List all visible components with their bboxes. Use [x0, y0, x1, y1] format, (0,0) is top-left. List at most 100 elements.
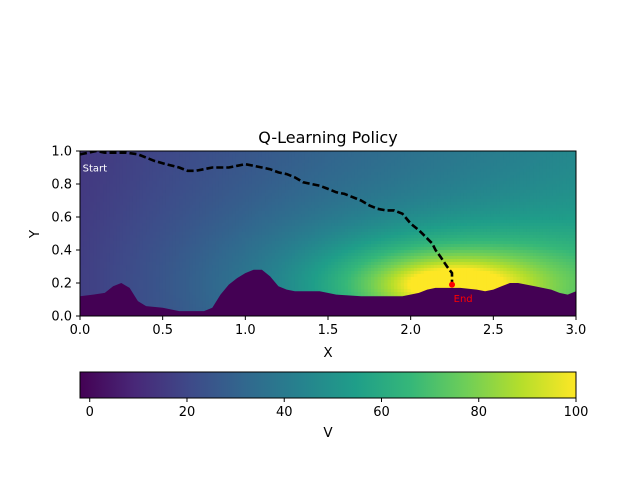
heatmap-cell: [192, 235, 197, 239]
heatmap-cell: [218, 175, 223, 179]
heatmap-cell: [113, 202, 117, 206]
heatmap-cell: [476, 217, 481, 221]
heatmap-cell: [410, 214, 415, 218]
heatmap-cell: [205, 214, 210, 218]
heatmap-cell: [288, 151, 293, 155]
heatmap-cell: [367, 172, 372, 176]
heatmap-cell: [509, 172, 514, 176]
heatmap-cell: [291, 151, 296, 155]
heatmap-cell: [182, 151, 187, 155]
heatmap-cell: [347, 211, 352, 215]
heatmap-cell: [202, 190, 207, 194]
heatmap-cell: [324, 229, 329, 233]
heatmap-cell: [175, 169, 180, 173]
heatmap-cell: [361, 223, 365, 227]
heatmap-cell: [473, 172, 478, 176]
heatmap-cell: [222, 223, 227, 227]
heatmap-cell: [89, 214, 94, 218]
heatmap-cell: [549, 181, 554, 185]
heatmap-cell: [506, 244, 511, 248]
heatmap-cell: [208, 196, 213, 200]
heatmap-cell: [384, 223, 389, 227]
heatmap-cell: [506, 226, 511, 230]
heatmap-cell: [294, 163, 299, 167]
heatmap-cell: [129, 196, 134, 200]
heatmap-cell: [513, 160, 518, 164]
heatmap-cell: [132, 241, 137, 245]
heatmap-cell: [337, 223, 342, 227]
heatmap-cell: [136, 160, 141, 164]
heatmap-cell: [304, 160, 309, 164]
heatmap-cell: [179, 214, 184, 218]
heatmap-cell: [103, 247, 108, 251]
heatmap-cell: [314, 151, 319, 155]
heatmap-cell: [370, 223, 375, 227]
heatmap-cell: [347, 220, 352, 224]
heatmap-cell: [93, 214, 98, 218]
heatmap-cell: [258, 163, 263, 167]
heatmap-cell: [364, 232, 369, 236]
heatmap-cell: [169, 151, 174, 155]
heatmap-cell: [443, 178, 448, 182]
heatmap-cell: [179, 220, 184, 224]
heatmap-cell: [354, 235, 359, 239]
heatmap-cell: [162, 166, 167, 170]
heatmap-cell: [404, 214, 408, 218]
heatmap-cell: [103, 166, 108, 170]
heatmap-cell: [566, 199, 570, 203]
heatmap-cell: [86, 223, 91, 227]
heatmap-cell: [450, 229, 455, 233]
heatmap-cell: [470, 160, 475, 164]
heatmap-cell: [113, 241, 117, 245]
heatmap-cell: [324, 238, 329, 242]
heatmap-cell: [463, 196, 468, 200]
heatmap-cell: [341, 196, 346, 200]
heatmap-cell: [486, 163, 491, 167]
heatmap-cell: [195, 160, 200, 164]
heatmap-cell: [516, 238, 521, 242]
heatmap-cell: [486, 208, 491, 212]
heatmap-cell: [285, 169, 289, 173]
heatmap-cell: [159, 226, 164, 230]
heatmap-cell: [291, 226, 296, 230]
heatmap-cell: [523, 238, 527, 242]
heatmap-cell: [232, 217, 237, 221]
heatmap-cell: [450, 172, 455, 176]
heatmap-cell: [119, 199, 124, 203]
heatmap-cell: [139, 169, 144, 173]
heatmap-cell: [139, 241, 144, 245]
heatmap-cell: [304, 214, 309, 218]
heatmap-cell: [380, 154, 385, 158]
heatmap-cell: [235, 223, 240, 227]
heatmap-cell: [483, 184, 488, 188]
heatmap-cell: [380, 223, 385, 227]
heatmap-cell: [453, 154, 458, 158]
heatmap-cell: [546, 205, 551, 209]
heatmap-cell: [493, 247, 498, 251]
heatmap-cell: [334, 184, 339, 188]
heatmap-cell: [314, 229, 319, 233]
heatmap-cell: [387, 190, 392, 194]
heatmap-cell: [556, 232, 561, 236]
heatmap-cell: [80, 199, 84, 203]
heatmap-cell: [347, 232, 352, 236]
heatmap-cell: [523, 208, 527, 212]
heatmap-cell: [337, 214, 342, 218]
heatmap-cell: [261, 244, 266, 248]
heatmap-cell: [159, 193, 164, 197]
heatmap-cell: [397, 163, 402, 167]
heatmap-cell: [456, 163, 461, 167]
heatmap-cell: [559, 244, 564, 248]
heatmap-cell: [189, 154, 194, 158]
heatmap-cell: [400, 247, 405, 251]
heatmap-cell: [212, 217, 217, 221]
heatmap-cell: [156, 214, 160, 218]
heatmap-cell: [364, 205, 369, 209]
heatmap-cell: [255, 178, 260, 182]
heatmap-cell: [116, 166, 121, 170]
heatmap-cell: [526, 151, 531, 155]
heatmap-cell: [503, 172, 508, 176]
heatmap-cell: [566, 238, 570, 242]
heatmap-cell: [218, 160, 223, 164]
heatmap-cell: [347, 205, 352, 209]
